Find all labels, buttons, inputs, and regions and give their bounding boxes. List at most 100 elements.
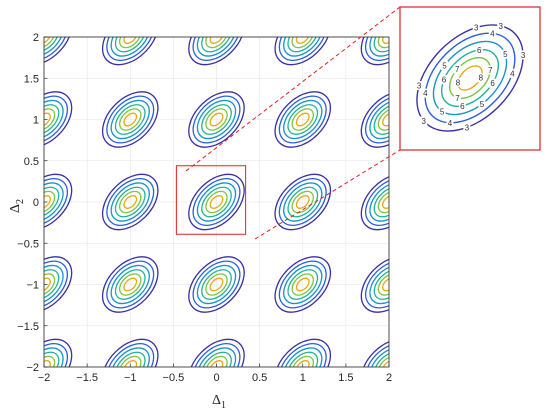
- contour-level-6: [44, 269, 60, 300]
- contour-level-3: [44, 338, 73, 367]
- inset-contour-label: 7: [488, 66, 493, 75]
- contour-level-6: [287, 269, 319, 300]
- inset-label-bg: [472, 23, 480, 33]
- contour-level-5: [44, 37, 64, 57]
- inset-label-bg: [486, 65, 494, 75]
- contour-level-7: [377, 108, 389, 131]
- contour-level-8: [123, 195, 138, 209]
- contour-level-3: [274, 338, 332, 367]
- contour-level-6: [114, 269, 146, 300]
- contour-level-7: [44, 355, 56, 367]
- contour-level-5: [369, 264, 389, 305]
- contour-level-5: [196, 347, 237, 367]
- contour-level-5: [110, 37, 150, 57]
- inset-label-bg: [477, 73, 485, 83]
- contour-level-6: [201, 351, 232, 367]
- contour-level-3: [274, 37, 332, 66]
- contour-level-5: [110, 347, 150, 367]
- inset-label-bg: [420, 116, 428, 126]
- contour-level-3: [360, 256, 389, 313]
- inset-label-bg: [440, 60, 448, 70]
- contour-level-8: [209, 195, 224, 209]
- contour-level-5: [369, 37, 389, 57]
- contour-level-8: [44, 277, 51, 292]
- contour-level-8: [44, 37, 51, 44]
- inset-contour-label: 3: [474, 24, 479, 33]
- inset-contour-level-4: [424, 32, 516, 124]
- contour-level-3: [360, 91, 389, 148]
- contour-level-7: [205, 37, 228, 49]
- contour-level-7: [377, 355, 389, 367]
- contour-level-7: [205, 273, 228, 296]
- contour-level-5: [283, 264, 323, 305]
- contour-level-3: [44, 173, 73, 231]
- inset-contour-label: 4: [448, 119, 453, 128]
- inset-contour-label: 5: [442, 61, 447, 70]
- contour-level-7: [377, 273, 389, 296]
- contour-level-6: [114, 351, 146, 367]
- contour-level-8: [209, 277, 224, 292]
- inset-contour-label: 3: [465, 123, 470, 132]
- contour-level-4: [106, 95, 155, 144]
- contour-level-6: [373, 186, 389, 218]
- contour-level-7: [377, 37, 389, 49]
- contour-level-4: [365, 260, 389, 309]
- contour-level-8: [295, 195, 310, 209]
- contour-level-5: [44, 264, 64, 305]
- inset-label-bg: [488, 28, 496, 38]
- contour-level-3: [188, 173, 245, 231]
- contour-level-5: [44, 347, 64, 367]
- contour-level-4: [278, 343, 327, 367]
- contour-level-5: [44, 99, 64, 140]
- contour-level-8: [209, 112, 224, 127]
- contour-level-3: [44, 256, 73, 313]
- contour-level-5: [369, 99, 389, 140]
- contour-level-3: [360, 37, 389, 66]
- y-axis-ticks: −2 −1.5 −1 −0.5 0 0.5 1 1.5 2: [17, 32, 48, 374]
- x-tick-label: 1: [300, 372, 306, 384]
- contour-level-4: [44, 178, 68, 226]
- contour-level-4: [44, 260, 68, 309]
- contour-level-7: [291, 108, 314, 131]
- contour-level-8: [44, 360, 51, 367]
- inset-contour-label: 3: [521, 51, 526, 60]
- inset-label-bg: [501, 49, 509, 59]
- contour-level-4: [278, 178, 327, 226]
- contour-level-3: [101, 256, 159, 313]
- contour-level-8: [295, 277, 310, 292]
- contour-level-4: [106, 343, 155, 367]
- inset-label-bg: [497, 21, 505, 31]
- inset-label-bg: [440, 75, 448, 85]
- contour-level-6: [44, 186, 60, 218]
- inset-label-bg: [454, 77, 462, 87]
- y-axis-label: Δ2: [8, 199, 26, 213]
- contour-level-4: [365, 95, 389, 144]
- inset-contour-label: 7: [455, 94, 460, 103]
- contour-level-7: [291, 355, 314, 367]
- contour-level-4: [192, 178, 241, 226]
- y-tick-label: −0.5: [17, 238, 39, 250]
- contour-level-3: [188, 338, 245, 367]
- contour-level-4: [106, 260, 155, 309]
- contour-level-5: [196, 182, 237, 222]
- contour-level-8: [123, 37, 138, 44]
- x-tick-label: 0: [213, 372, 219, 384]
- contour-level-4: [278, 260, 327, 309]
- inset-label-bg: [478, 99, 486, 109]
- inset-label-bg: [463, 122, 471, 132]
- y-tick-label: −1.5: [17, 321, 39, 333]
- inset-label-bg: [508, 68, 516, 78]
- contour-level-3: [360, 173, 389, 231]
- contour-level-7: [205, 108, 228, 131]
- x-tick-label: 0.5: [252, 372, 267, 384]
- contour-level-6: [373, 104, 389, 135]
- y-tick-label: 1.5: [24, 73, 39, 85]
- x-tick-label: 2: [386, 372, 392, 384]
- contour-level-4: [365, 343, 389, 367]
- inset-contour-label: 8: [456, 78, 461, 87]
- contour-level-5: [283, 37, 323, 57]
- contour-level-8: [295, 112, 310, 127]
- contour-level-5: [283, 99, 323, 140]
